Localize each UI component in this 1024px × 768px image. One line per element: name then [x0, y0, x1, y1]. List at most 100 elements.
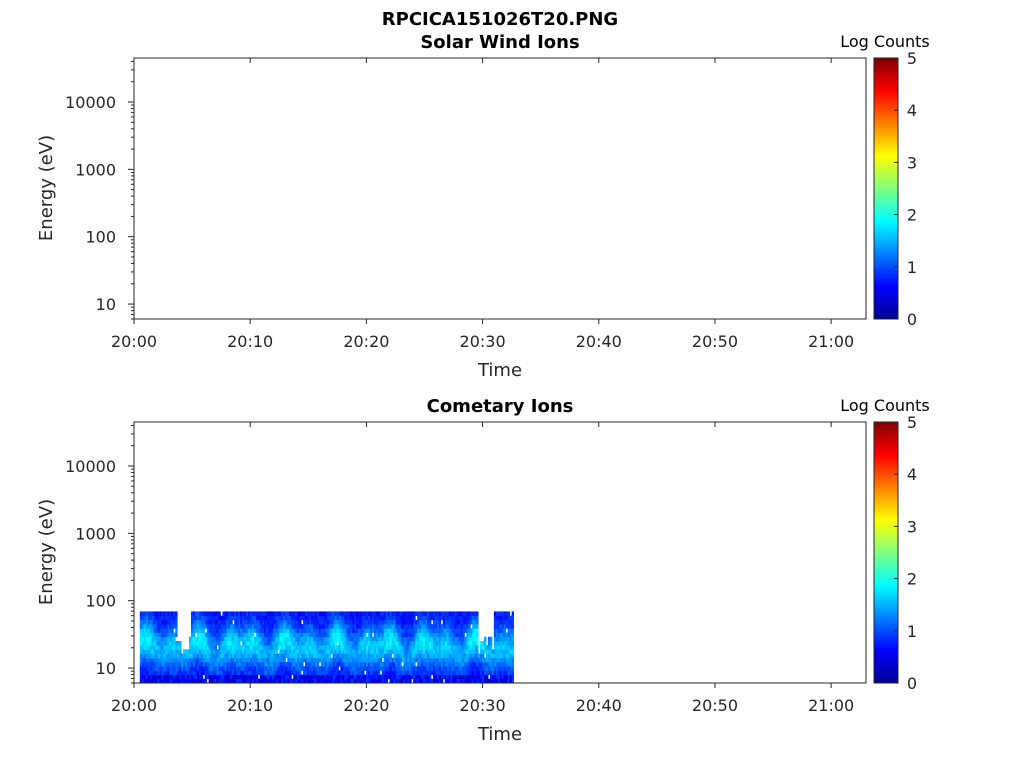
heatmap-cell — [495, 666, 499, 671]
heatmap-cell — [165, 611, 168, 617]
heatmap-cell — [305, 640, 308, 646]
heatmap-cell — [409, 640, 412, 646]
heatmap-cell — [356, 632, 359, 638]
heatmap-cell — [387, 632, 391, 638]
heatmap-cell — [261, 624, 265, 629]
heatmap-cell — [200, 666, 204, 671]
heatmap-cell — [259, 674, 263, 680]
heatmap-cell — [259, 645, 263, 650]
heatmap-cell — [507, 674, 511, 680]
heatmap-cell — [297, 674, 300, 680]
heatmap-cell — [271, 636, 274, 642]
heatmap-cell — [438, 653, 442, 659]
heatmap-cell — [366, 670, 369, 675]
heatmap-cell — [377, 640, 381, 646]
heatmap-cell — [206, 657, 210, 663]
heatmap-cell — [301, 661, 304, 667]
heatmap-cell — [369, 653, 373, 659]
heatmap-cell — [173, 657, 176, 663]
heatmap-cell — [487, 649, 491, 654]
heatmap-cell — [295, 615, 298, 621]
x-tick-label: 20:30 — [460, 332, 506, 351]
heatmap-cell — [224, 632, 227, 638]
heatmap-cell — [222, 653, 225, 659]
heatmap-cell — [464, 653, 467, 659]
heatmap-cell — [460, 636, 463, 642]
heatmap-cell — [183, 657, 186, 663]
heatmap-cell — [476, 636, 479, 642]
heatmap-cell — [393, 619, 396, 625]
heatmap-cell — [427, 624, 430, 629]
heatmap-cell — [389, 636, 392, 642]
x-tick-label: 20:00 — [111, 696, 157, 715]
heatmap-cell — [399, 670, 402, 675]
heatmap-cell — [371, 657, 375, 663]
heatmap-cell — [310, 674, 314, 680]
heatmap-cell — [438, 666, 442, 671]
heatmap-cell — [163, 624, 166, 629]
heatmap-cell — [417, 636, 420, 642]
heatmap-cell — [297, 624, 300, 629]
heatmap-cell — [251, 649, 255, 654]
heatmap-cell — [509, 657, 512, 663]
heatmap-cell — [206, 624, 210, 629]
heatmap-cell — [342, 619, 345, 625]
heatmap-cell — [277, 632, 280, 638]
heatmap-cell — [336, 661, 339, 667]
heatmap-cell — [279, 619, 282, 625]
heatmap-cell — [367, 678, 371, 683]
heatmap-cell — [220, 670, 223, 675]
heatmap-cell — [287, 661, 290, 667]
heatmap-cell — [417, 640, 420, 646]
heatmap-cell — [196, 628, 200, 633]
heatmap-cell — [415, 670, 418, 675]
heatmap-cell — [458, 649, 461, 654]
heatmap-cell — [450, 611, 453, 617]
heatmap-cell — [456, 649, 459, 654]
heatmap-cell — [391, 678, 394, 683]
heatmap-cell — [246, 674, 249, 680]
heatmap-cell — [434, 653, 438, 659]
heatmap-cell — [242, 619, 245, 625]
heatmap-cell — [391, 649, 394, 654]
heatmap-cell — [187, 661, 190, 667]
heatmap-cell — [281, 670, 284, 675]
heatmap-cell — [299, 670, 302, 675]
heatmap-cell — [454, 632, 457, 638]
heatmap-cell — [464, 636, 467, 642]
heatmap-cell — [273, 611, 276, 617]
heatmap-cell — [324, 678, 328, 683]
heatmap-cell — [216, 670, 219, 675]
heatmap-cell — [419, 611, 422, 617]
heatmap-cell — [165, 615, 168, 621]
heatmap-cell — [387, 661, 391, 667]
heatmap-cell — [283, 670, 286, 675]
heatmap-cell — [145, 674, 149, 680]
heatmap-cell — [375, 661, 379, 667]
heatmap-cell — [442, 653, 446, 659]
heatmap-cell — [360, 678, 363, 683]
heatmap-cell — [405, 632, 408, 638]
heatmap-cell — [198, 649, 202, 654]
heatmap-cell — [246, 640, 249, 646]
heatmap-cell — [379, 653, 383, 659]
heatmap-cell — [415, 611, 418, 617]
heatmap-cell — [301, 624, 304, 629]
heatmap-cell — [332, 636, 335, 642]
heatmap-cell — [334, 653, 337, 659]
heatmap-cell — [265, 678, 269, 683]
heatmap-cell — [340, 632, 343, 638]
heatmap-cell — [474, 619, 477, 625]
heatmap-cell — [409, 645, 412, 650]
heatmap-cell — [165, 649, 168, 654]
heatmap-cell — [155, 645, 158, 650]
heatmap-cell — [454, 640, 457, 646]
heatmap-cell — [326, 678, 330, 683]
heatmap-cell — [226, 645, 229, 650]
heatmap-cell — [281, 615, 284, 621]
heatmap-cell — [157, 619, 160, 625]
heatmap-cell — [348, 640, 351, 646]
heatmap-cell — [495, 632, 499, 638]
heatmap-cell — [287, 670, 290, 675]
heatmap-cell — [438, 649, 442, 654]
